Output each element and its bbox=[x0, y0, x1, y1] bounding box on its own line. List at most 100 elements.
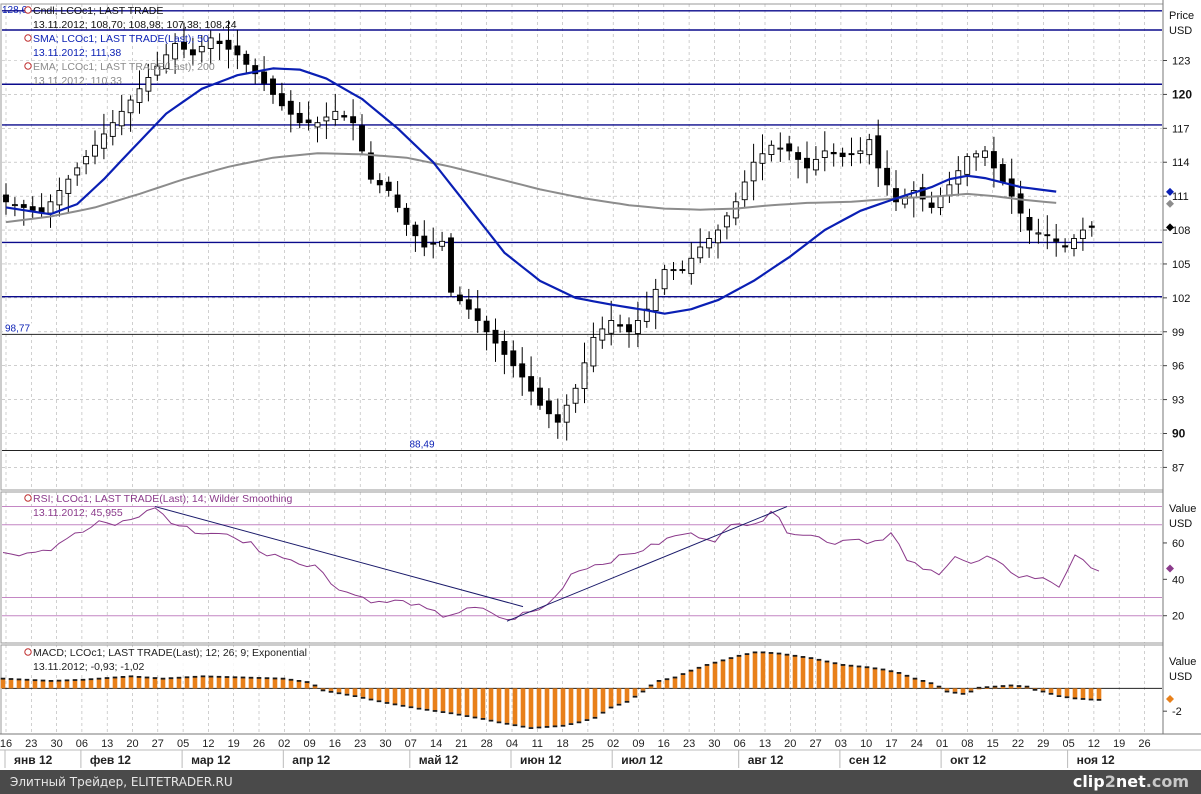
macd-bar[interactable] bbox=[896, 673, 902, 689]
candle-body[interactable] bbox=[474, 308, 481, 321]
macd-bar[interactable] bbox=[424, 688, 430, 709]
candle-body[interactable] bbox=[136, 88, 143, 103]
macd-bar[interactable] bbox=[728, 658, 734, 689]
macd-bar[interactable] bbox=[368, 688, 374, 699]
candle-body[interactable] bbox=[83, 156, 90, 165]
candle-body[interactable] bbox=[412, 224, 419, 237]
macd-bar[interactable] bbox=[416, 688, 422, 708]
macd-bar[interactable] bbox=[176, 678, 182, 689]
macd-bar[interactable] bbox=[752, 652, 758, 689]
candle-body[interactable] bbox=[154, 65, 161, 76]
candle-body[interactable] bbox=[483, 320, 490, 333]
macd-bar[interactable] bbox=[528, 688, 534, 728]
macd-bar[interactable] bbox=[1016, 686, 1022, 689]
candle-body[interactable] bbox=[964, 156, 971, 175]
macd-bar[interactable] bbox=[880, 670, 886, 689]
candle-body[interactable] bbox=[501, 341, 508, 355]
candle-body[interactable] bbox=[359, 125, 365, 152]
macd-bar[interactable] bbox=[360, 688, 366, 697]
candle-body[interactable] bbox=[937, 195, 944, 209]
candle-body[interactable] bbox=[608, 320, 615, 334]
macd-bar[interactable] bbox=[376, 688, 382, 701]
macd-bar[interactable] bbox=[464, 688, 470, 716]
macd-bar[interactable] bbox=[224, 677, 230, 689]
macd-bar[interactable] bbox=[24, 680, 30, 689]
candle-body[interactable] bbox=[928, 202, 935, 208]
macd-bar[interactable] bbox=[96, 679, 102, 689]
candle-body[interactable] bbox=[3, 194, 9, 203]
macd-bar[interactable] bbox=[408, 688, 414, 707]
macd-bar[interactable] bbox=[656, 681, 662, 689]
macd-bar[interactable] bbox=[40, 681, 46, 689]
macd-bar[interactable] bbox=[720, 660, 726, 689]
candle-body[interactable] bbox=[1062, 245, 1069, 248]
candle-body[interactable] bbox=[1008, 178, 1015, 197]
macd-bar[interactable] bbox=[888, 671, 894, 689]
candle-body[interactable] bbox=[65, 178, 72, 194]
candle-body[interactable] bbox=[741, 181, 748, 201]
macd-bar[interactable] bbox=[760, 652, 766, 689]
macd-bar[interactable] bbox=[1072, 688, 1078, 698]
macd-bar[interactable] bbox=[952, 688, 958, 692]
macd-bar[interactable] bbox=[232, 677, 238, 689]
candle-body[interactable] bbox=[848, 153, 855, 156]
macd-bar[interactable] bbox=[208, 677, 214, 689]
candle-body[interactable] bbox=[465, 299, 472, 310]
candle-body[interactable] bbox=[118, 110, 125, 127]
macd-bar[interactable] bbox=[744, 654, 750, 689]
macd-bar[interactable] bbox=[520, 688, 526, 726]
macd-bar[interactable] bbox=[1024, 687, 1030, 689]
candle-body[interactable] bbox=[723, 215, 730, 228]
candle-body[interactable] bbox=[100, 133, 107, 149]
candle-body[interactable] bbox=[768, 144, 775, 156]
candle-body[interactable] bbox=[296, 112, 303, 124]
candle-body[interactable] bbox=[982, 150, 988, 158]
candle-body[interactable] bbox=[688, 257, 695, 275]
macd-bar[interactable] bbox=[504, 688, 510, 723]
candle-body[interactable] bbox=[652, 288, 659, 312]
macd-bar[interactable] bbox=[968, 688, 974, 691]
macd-bar[interactable] bbox=[1032, 688, 1038, 690]
macd-bar[interactable] bbox=[560, 688, 566, 725]
candle-body[interactable] bbox=[697, 246, 704, 259]
candle-body[interactable] bbox=[786, 143, 793, 152]
macd-bar[interactable] bbox=[120, 677, 126, 689]
macd-bar[interactable] bbox=[584, 688, 590, 720]
macd-bar[interactable] bbox=[296, 681, 302, 689]
macd-bar[interactable] bbox=[64, 680, 70, 689]
macd-bar[interactable] bbox=[352, 688, 358, 696]
macd-bar[interactable] bbox=[32, 680, 38, 689]
macd-bar[interactable] bbox=[792, 656, 798, 689]
macd-bar[interactable] bbox=[704, 665, 710, 689]
macd-bar[interactable] bbox=[1000, 686, 1006, 689]
candle-body[interactable] bbox=[634, 320, 641, 334]
candle-body[interactable] bbox=[839, 152, 846, 158]
candle-body[interactable] bbox=[270, 78, 276, 95]
macd-bar[interactable] bbox=[608, 688, 614, 707]
macd-bar[interactable] bbox=[112, 678, 118, 689]
macd-panel[interactable] bbox=[0, 651, 1162, 729]
rsi-trendline[interactable] bbox=[154, 506, 524, 608]
candle-body[interactable] bbox=[1088, 225, 1095, 228]
macd-bar[interactable] bbox=[456, 688, 462, 714]
candle-body[interactable] bbox=[528, 376, 535, 392]
macd-bar[interactable] bbox=[496, 688, 502, 722]
candle-body[interactable] bbox=[1079, 229, 1086, 240]
candle-body[interactable] bbox=[56, 190, 63, 206]
candle-body[interactable] bbox=[670, 269, 677, 272]
macd-bar[interactable] bbox=[384, 688, 390, 703]
candle-body[interactable] bbox=[341, 115, 348, 118]
candle-body[interactable] bbox=[563, 404, 570, 423]
candle-body[interactable] bbox=[261, 71, 268, 84]
candle-body[interactable] bbox=[207, 37, 214, 49]
macd-bar[interactable] bbox=[320, 688, 326, 690]
macd-bar[interactable] bbox=[672, 678, 678, 689]
macd-bar[interactable] bbox=[904, 676, 910, 689]
macd-bar[interactable] bbox=[616, 688, 622, 704]
candle-body[interactable] bbox=[706, 238, 713, 249]
macd-bar[interactable] bbox=[240, 678, 246, 689]
macd-bar[interactable] bbox=[144, 678, 150, 689]
macd-bar[interactable] bbox=[712, 663, 718, 689]
candle-body[interactable] bbox=[430, 242, 437, 245]
candle-body[interactable] bbox=[332, 110, 339, 120]
